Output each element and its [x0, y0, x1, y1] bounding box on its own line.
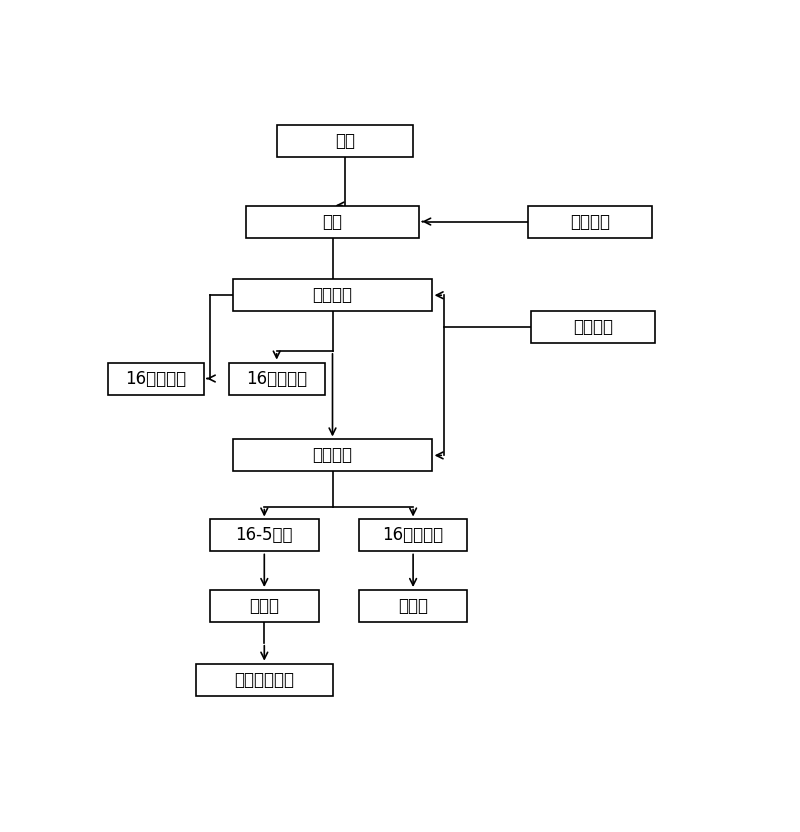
Text: 16-5微米: 16-5微米 [235, 527, 293, 544]
Text: 负压引风: 负压引风 [573, 319, 613, 336]
FancyBboxPatch shape [246, 206, 419, 238]
Text: 成品仓: 成品仓 [250, 597, 279, 615]
Text: 一级分级: 一级分级 [313, 286, 353, 305]
Text: 副品仓: 副品仓 [398, 597, 428, 615]
Text: 16微米以细: 16微米以细 [382, 527, 444, 544]
FancyBboxPatch shape [531, 311, 655, 344]
FancyBboxPatch shape [528, 206, 652, 238]
FancyBboxPatch shape [196, 664, 333, 696]
FancyBboxPatch shape [108, 363, 204, 394]
Text: 16微米以细: 16微米以细 [126, 369, 186, 388]
FancyBboxPatch shape [229, 363, 325, 394]
FancyBboxPatch shape [277, 126, 413, 157]
Text: 研磨: 研磨 [322, 212, 342, 230]
FancyBboxPatch shape [359, 519, 467, 552]
Text: 循环水冷: 循环水冷 [570, 212, 610, 230]
FancyBboxPatch shape [234, 280, 432, 311]
Text: 自动计量包装: 自动计量包装 [234, 671, 294, 689]
FancyBboxPatch shape [210, 519, 318, 552]
Text: 16微米以细: 16微米以细 [246, 369, 307, 388]
Text: 二级分级: 二级分级 [313, 447, 353, 464]
FancyBboxPatch shape [234, 439, 432, 472]
Text: 原料: 原料 [335, 132, 355, 151]
FancyBboxPatch shape [210, 590, 318, 622]
FancyBboxPatch shape [359, 590, 467, 622]
